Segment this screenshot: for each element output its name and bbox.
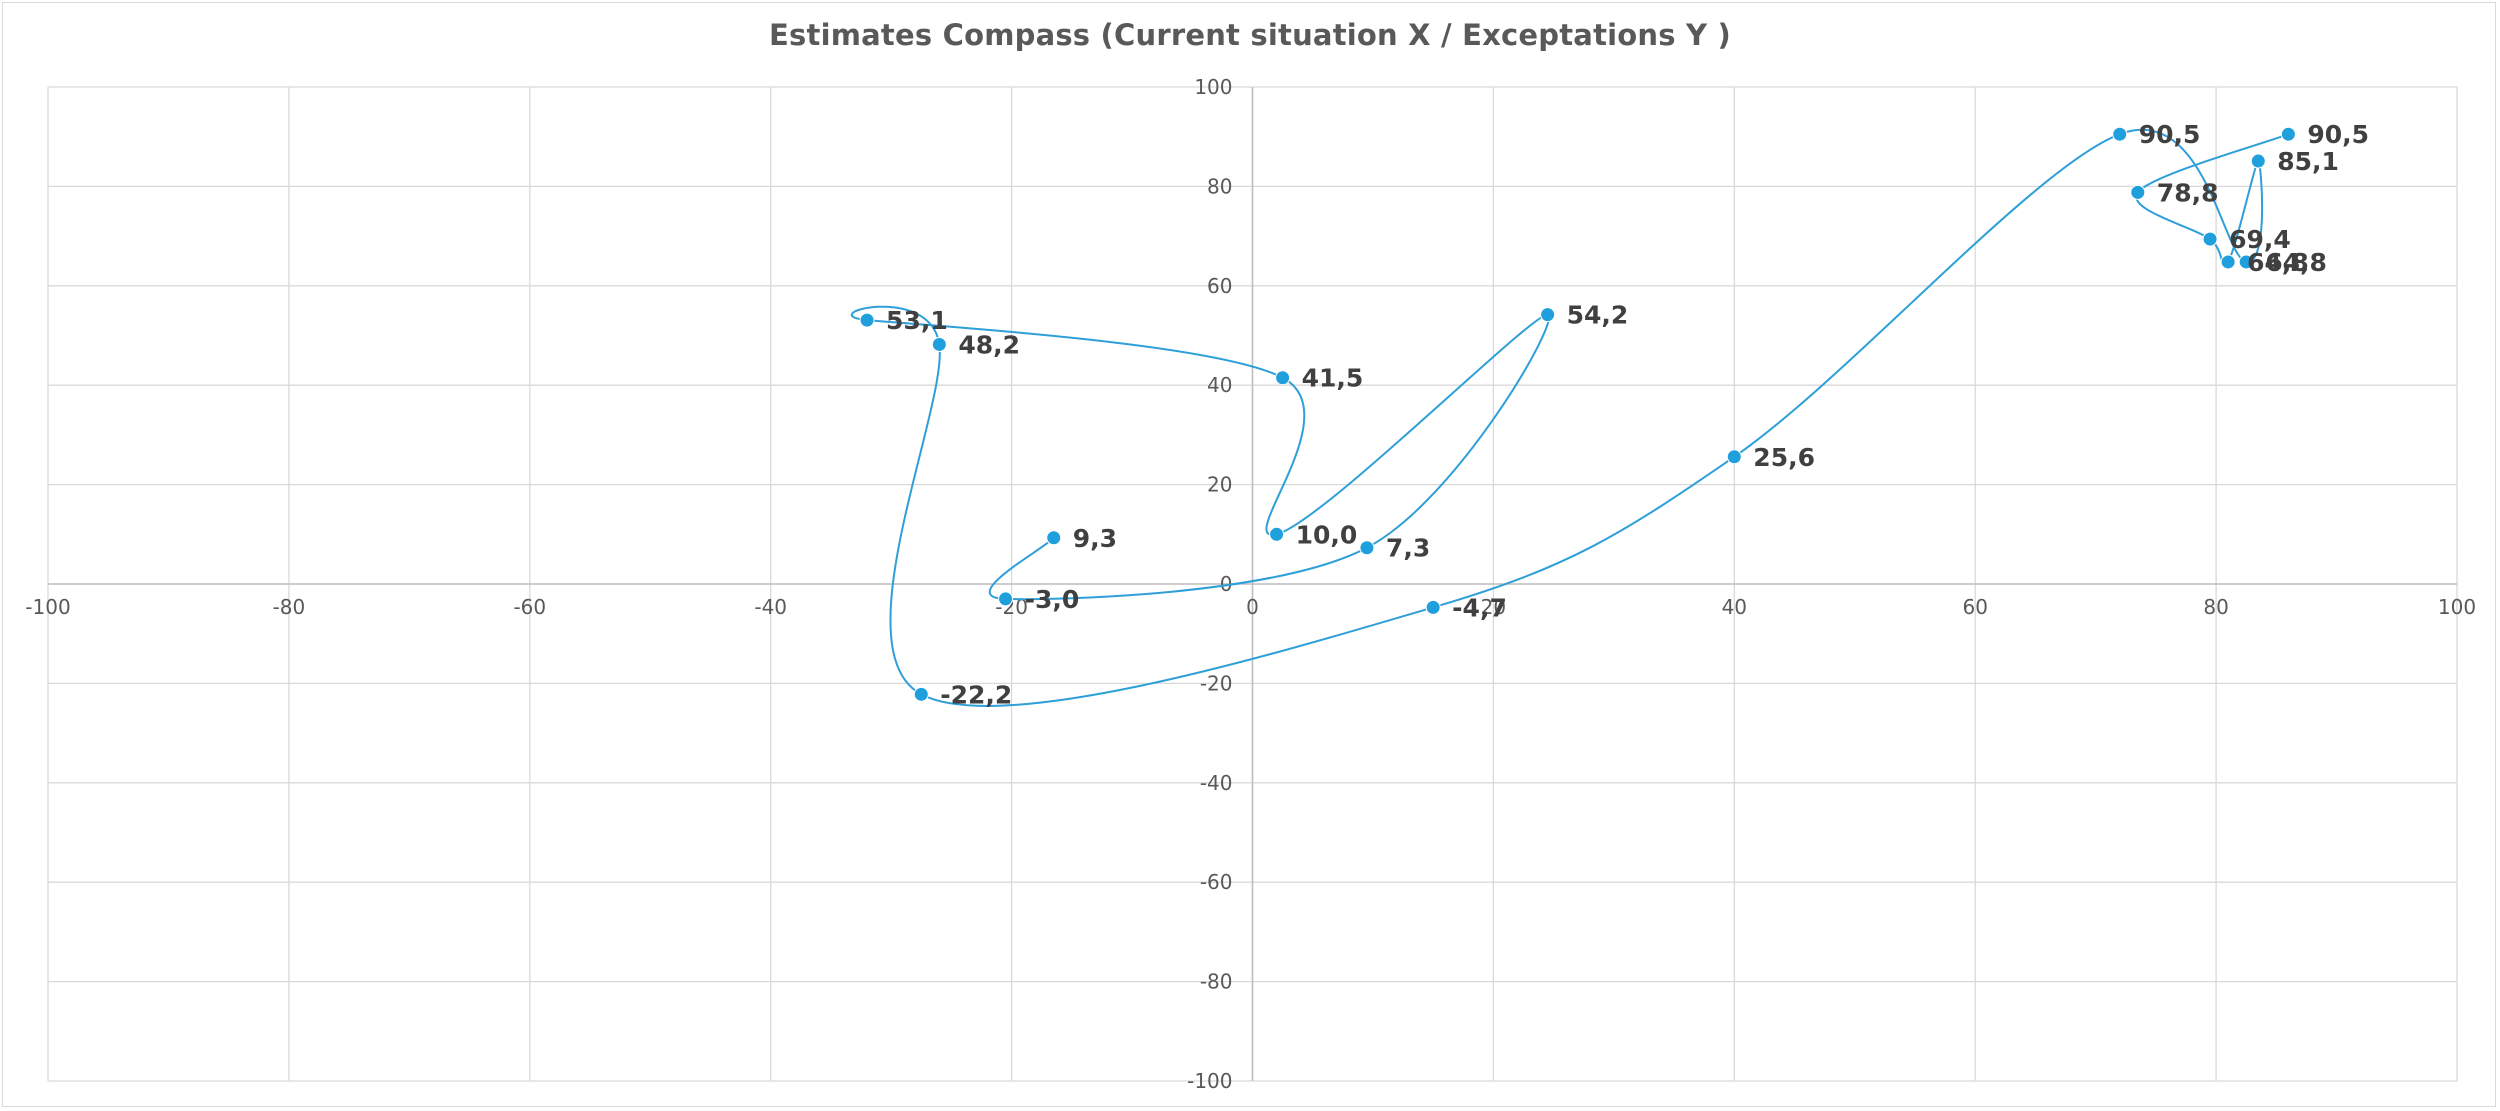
points-layer [859,126,2296,702]
data-label: 41,5 [1302,364,1364,393]
x-tick-labels: -100 -80 -60 -40 -20 0 20 40 60 80 100 [25,595,2476,619]
data-point[interactable] [2112,126,2128,142]
data-label: 64,8 [2265,248,2327,277]
data-labels-layer: 9,3-3,07,354,210,041,553,148,2-22,2-4,72… [886,120,2369,709]
data-point[interactable] [1726,449,1742,465]
x-tick-label: 0 [1246,595,1259,619]
y-tick-label: -80 [1200,970,1233,994]
y-tick-label: -20 [1200,671,1233,695]
data-point[interactable] [1540,307,1556,323]
data-label: 90,5 [2139,120,2201,149]
y-tick-label: 80 [1207,174,1232,198]
data-point[interactable] [998,591,1014,607]
y-tick-label: 40 [1207,373,1232,397]
x-tick-label: 20 [1481,595,1506,619]
data-label: 25,6 [1753,443,1815,472]
data-label: 85,1 [2277,147,2339,176]
series-layer [850,128,2289,707]
y-tick-label: -100 [1187,1069,1232,1093]
series-line [850,128,2289,707]
data-point[interactable] [2280,126,2296,142]
data-label: 90,5 [2307,120,2369,149]
plot-axes [48,87,2457,1081]
x-tick-label: -60 [513,595,546,619]
data-label: -3,0 [1025,585,1080,614]
y-tick-label: -40 [1200,771,1233,795]
y-tick-label: 100 [1194,75,1232,99]
data-label: 48,2 [958,330,1020,359]
data-point[interactable] [2130,184,2146,200]
x-tick-label: 40 [1722,595,1747,619]
data-label: -22,2 [940,680,1012,709]
data-label: -4,7 [1452,593,1507,622]
data-label: 54,2 [1567,301,1629,330]
x-tick-label: -40 [754,595,787,619]
data-point[interactable] [1269,526,1285,542]
y-tick-label: 60 [1207,274,1232,298]
x-tick-label: -100 [25,595,70,619]
data-label: 69,4 [2229,225,2291,254]
data-point[interactable] [2220,254,2236,270]
y-tick-label: 20 [1207,473,1232,497]
data-point[interactable] [1046,530,1062,546]
x-tick-label: 100 [2438,595,2476,619]
data-label: 64,8 [2247,248,2309,277]
data-point[interactable] [2202,231,2218,247]
data-point[interactable] [1275,370,1291,386]
data-point[interactable] [931,336,947,352]
y-tick-label: -60 [1200,870,1233,894]
chart-title: Estimates Compass (Current situation X /… [769,18,1731,52]
data-label: 53,1 [886,306,948,335]
y-tick-labels: -100 -80 -60 -40 -20 0 20 40 60 80 100 [1187,75,1232,1093]
data-label: 9,3 [1073,524,1117,553]
data-point[interactable] [1359,540,1375,556]
x-tick-label: 80 [2203,595,2228,619]
data-point[interactable] [2250,153,2266,169]
data-point[interactable] [1425,599,1441,615]
data-point[interactable] [859,312,875,328]
data-label: 78,8 [2157,178,2219,207]
x-tick-label: 60 [1962,595,1987,619]
data-label: 10,0 [1296,520,1358,549]
y-tick-label: 0 [1220,572,1233,596]
data-point[interactable] [2238,254,2254,270]
data-point[interactable] [913,686,929,702]
x-tick-label: -80 [273,595,306,619]
data-label: 7,3 [1386,534,1430,563]
